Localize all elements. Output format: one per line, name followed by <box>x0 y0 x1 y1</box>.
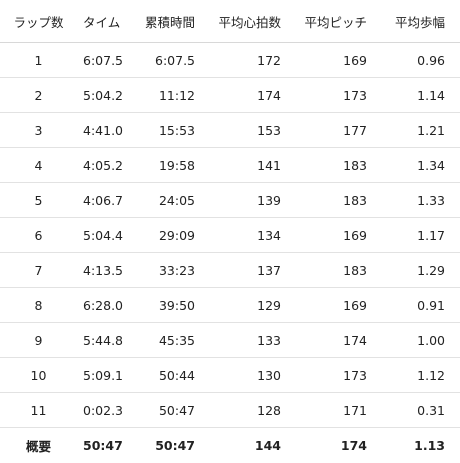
cell: 5:09.1 <box>77 358 140 393</box>
cell: 1 <box>0 43 77 78</box>
cell: 169 <box>290 43 375 78</box>
cell: 1.21 <box>375 113 460 148</box>
header-cell: 累積時間 <box>140 0 205 43</box>
cell: 11 <box>0 393 77 428</box>
cell: 172 <box>205 43 290 78</box>
cell: 7 <box>0 253 77 288</box>
cell: 39:50 <box>140 288 205 323</box>
cell: 1.00 <box>375 323 460 358</box>
cell: 2 <box>0 78 77 113</box>
header-cell: 平均ピッチ <box>290 0 375 43</box>
summary-cell: 概要 <box>0 428 77 463</box>
cell: 0.91 <box>375 288 460 323</box>
cell: 0.96 <box>375 43 460 78</box>
cell: 171 <box>290 393 375 428</box>
summary-cell: 174 <box>290 428 375 463</box>
cell: 4:41.0 <box>77 113 140 148</box>
header-cell: 平均心拍数 <box>205 0 290 43</box>
cell: 6 <box>0 218 77 253</box>
cell: 5:04.2 <box>77 78 140 113</box>
cell: 50:44 <box>140 358 205 393</box>
cell: 6:28.0 <box>77 288 140 323</box>
header-row: ラップ数タイム累積時間平均心拍数平均ピッチ平均歩幅 <box>0 0 460 43</box>
cell: 4 <box>0 148 77 183</box>
cell: 33:23 <box>140 253 205 288</box>
cell: 133 <box>205 323 290 358</box>
cell: 173 <box>290 358 375 393</box>
cell: 169 <box>290 288 375 323</box>
header-cell: ラップ数 <box>0 0 77 43</box>
cell: 183 <box>290 253 375 288</box>
cell: 50:47 <box>140 393 205 428</box>
cell: 9 <box>0 323 77 358</box>
header-cell: 平均歩幅 <box>375 0 460 43</box>
cell: 1.17 <box>375 218 460 253</box>
cell: 153 <box>205 113 290 148</box>
cell: 0:02.3 <box>77 393 140 428</box>
cell: 5:04.4 <box>77 218 140 253</box>
cell: 173 <box>290 78 375 113</box>
cell: 15:53 <box>140 113 205 148</box>
cell: 29:09 <box>140 218 205 253</box>
cell: 183 <box>290 183 375 218</box>
cell: 174 <box>205 78 290 113</box>
cell: 1.29 <box>375 253 460 288</box>
cell: 4:06.7 <box>77 183 140 218</box>
cell: 174 <box>290 323 375 358</box>
cell: 6:07.5 <box>140 43 205 78</box>
cell: 3 <box>0 113 77 148</box>
cell: 24:05 <box>140 183 205 218</box>
summary-cell: 144 <box>205 428 290 463</box>
cell: 19:58 <box>140 148 205 183</box>
cell: 5:44.8 <box>77 323 140 358</box>
cell: 137 <box>205 253 290 288</box>
cell: 0.31 <box>375 393 460 428</box>
summary-cell: 50:47 <box>140 428 205 463</box>
cell: 139 <box>205 183 290 218</box>
cell: 45:35 <box>140 323 205 358</box>
cell: 10 <box>0 358 77 393</box>
cell: 1.14 <box>375 78 460 113</box>
cell: 1.12 <box>375 358 460 393</box>
cell: 134 <box>205 218 290 253</box>
header-cell: タイム <box>77 0 140 43</box>
cell: 129 <box>205 288 290 323</box>
summary-cell: 50:47 <box>77 428 140 463</box>
cell: 11:12 <box>140 78 205 113</box>
cell: 141 <box>205 148 290 183</box>
cell: 177 <box>290 113 375 148</box>
cell: 8 <box>0 288 77 323</box>
cell: 4:13.5 <box>77 253 140 288</box>
cell: 1.34 <box>375 148 460 183</box>
cell: 5 <box>0 183 77 218</box>
cell: 4:05.2 <box>77 148 140 183</box>
cell: 130 <box>205 358 290 393</box>
cell: 169 <box>290 218 375 253</box>
cell: 183 <box>290 148 375 183</box>
cell: 128 <box>205 393 290 428</box>
cell: 6:07.5 <box>77 43 140 78</box>
cell: 1.33 <box>375 183 460 218</box>
summary-cell: 1.13 <box>375 428 460 463</box>
